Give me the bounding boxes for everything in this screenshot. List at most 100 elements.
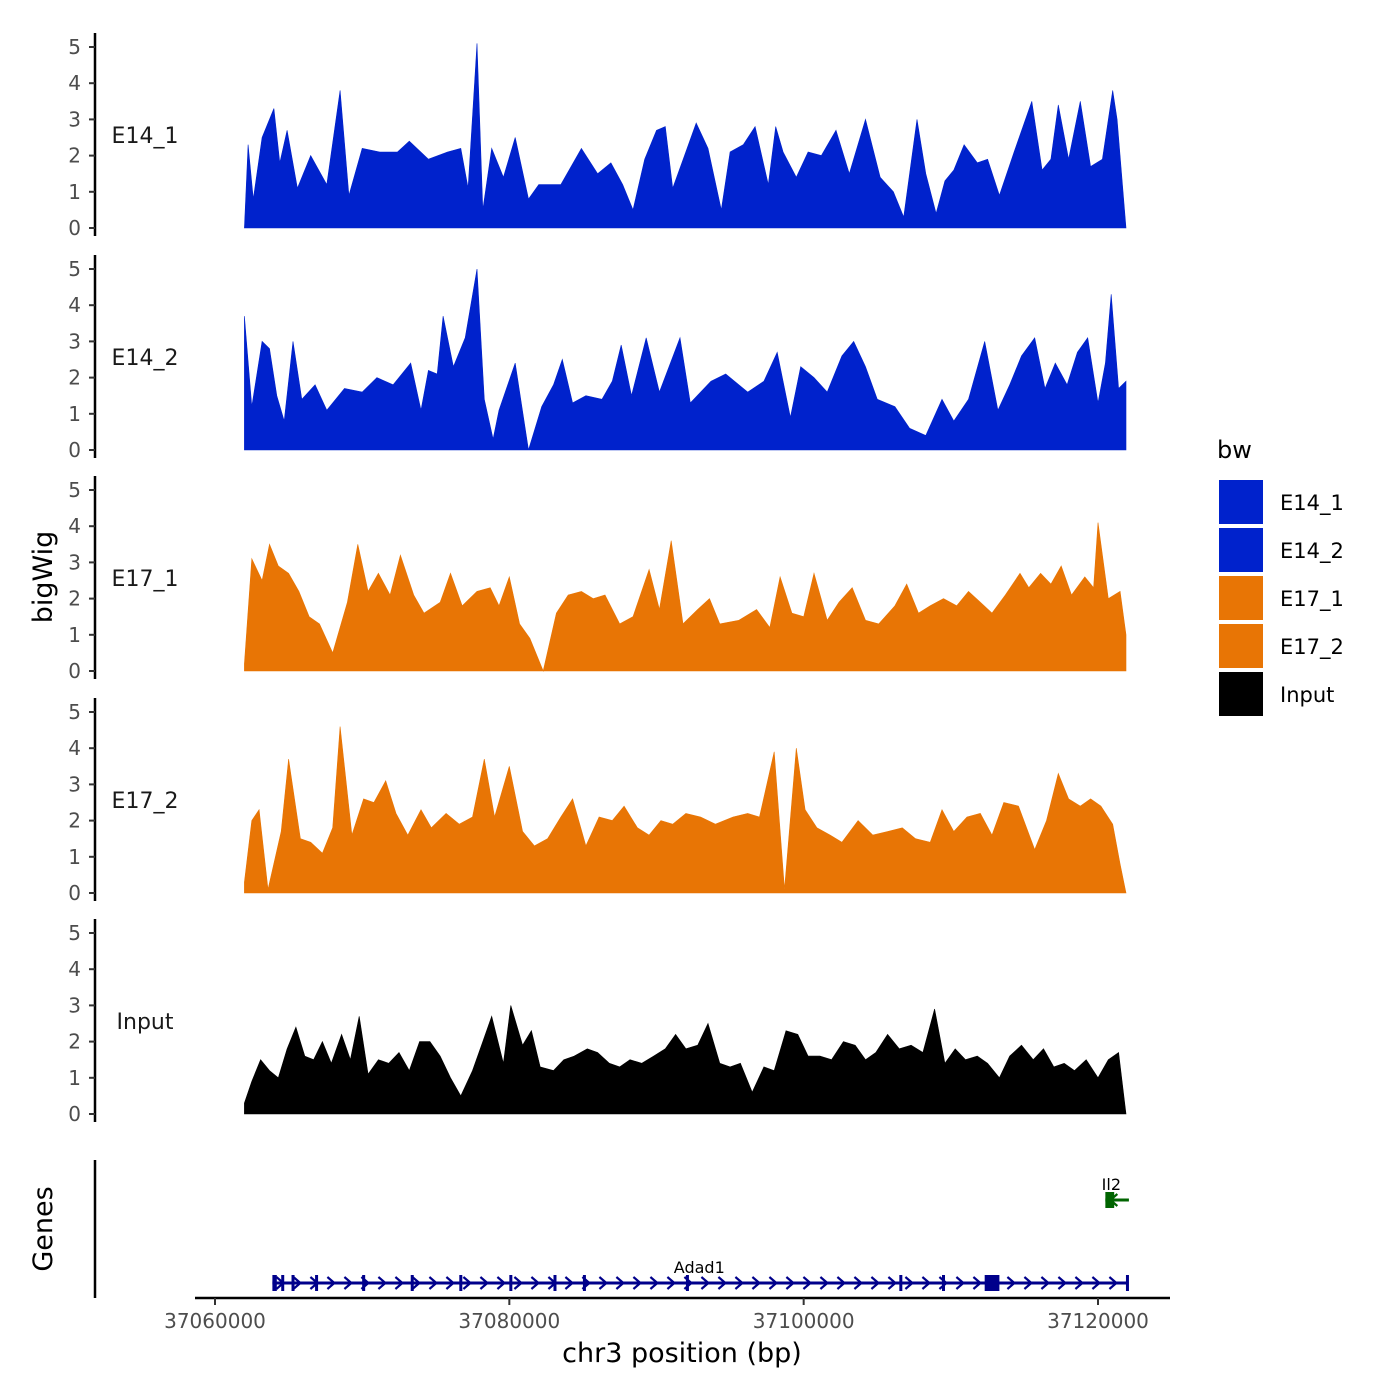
y-axis-title: bigWig <box>28 531 59 624</box>
strand-chevron <box>819 1276 830 1290</box>
gene-exon <box>272 1275 277 1291</box>
y-tick-label: 2 <box>68 144 81 168</box>
strand-chevron <box>1006 1276 1017 1290</box>
gene-label-Il2: Il2 <box>1102 1175 1121 1194</box>
legend-label-Input: Input <box>1280 683 1334 707</box>
y-tick-label: 1 <box>68 623 81 647</box>
y-tick-label: 3 <box>68 329 81 353</box>
strand-chevron <box>530 1276 541 1290</box>
coverage-area-Input <box>244 1005 1127 1115</box>
gene-Il2: Il2 <box>1102 1175 1129 1208</box>
track-E14_2: 0 1 2 3 4 5 E14_2 <box>68 255 1127 462</box>
legend-key-E14_1 <box>1219 480 1263 524</box>
y-tick-label: 3 <box>68 993 81 1017</box>
x-tick-label: 37120000 <box>1047 1309 1149 1333</box>
x-axis-title: chr3 position (bp) <box>562 1338 802 1369</box>
strand-chevron <box>598 1276 609 1290</box>
y-tick-label: 3 <box>68 107 81 131</box>
track-E17_1: 0 1 2 3 4 5 E17_1 <box>68 476 1127 683</box>
y-tick-label: 3 <box>68 550 81 574</box>
strand-chevron <box>479 1276 490 1290</box>
strand-chevron <box>411 1276 422 1290</box>
track-label-E14_2: E14_2 <box>112 346 179 371</box>
legend-key-Input <box>1219 672 1263 716</box>
y-tick-label: 4 <box>68 293 81 317</box>
track-Input: 0 1 2 3 4 5 Input <box>68 919 1127 1126</box>
strand-chevron <box>1057 1276 1068 1290</box>
coverage-tracks: 0 1 2 3 4 5 E14_1 0 1 2 3 4 5 E14_2 0 1 2 3 4 5 E17_1 0 1 2 3 4 5 E… <box>68 33 1127 1126</box>
coverage-area-E14_1 <box>244 43 1127 229</box>
gene-exon <box>509 1275 513 1291</box>
strand-chevron <box>751 1276 762 1290</box>
gene-label-Adad1: Adad1 <box>674 1258 725 1277</box>
legend-key-E17_2 <box>1219 624 1263 668</box>
y-tick-label: 1 <box>68 402 81 426</box>
strand-chevron <box>717 1276 728 1290</box>
y-tick-label: 4 <box>68 514 81 538</box>
strand-chevron <box>700 1276 711 1290</box>
gene-exon <box>315 1275 319 1291</box>
strand-chevron <box>326 1276 337 1290</box>
legend-label-E14_1: E14_1 <box>1280 491 1344 516</box>
gene-exon <box>553 1275 557 1291</box>
legend: bw E14_1 E14_2 E17_1 E17_2 Input <box>1217 436 1344 716</box>
legend-key-E17_1 <box>1219 576 1263 620</box>
strand-chevron <box>615 1276 626 1290</box>
strand-chevron <box>564 1276 575 1290</box>
strand-chevron <box>836 1276 847 1290</box>
strand-chevron <box>649 1276 660 1290</box>
y-tick-label: 5 <box>68 257 81 281</box>
y-tick-label: 0 <box>68 438 81 462</box>
strand-chevron <box>632 1276 643 1290</box>
legend-title: bw <box>1217 436 1252 464</box>
gene-exon <box>685 1275 689 1291</box>
strand-chevron <box>1074 1276 1085 1290</box>
track-E14_1: 0 1 2 3 4 5 E14_1 <box>68 33 1127 240</box>
gene-exon <box>281 1275 285 1291</box>
y-tick-label: 0 <box>68 881 81 905</box>
strand-chevron <box>1108 1276 1119 1290</box>
strand-chevron <box>1023 1276 1034 1290</box>
coverage-area-E14_2 <box>244 268 1127 451</box>
strand-chevron <box>1091 1276 1102 1290</box>
y-tick-label: 2 <box>68 809 81 833</box>
y-tick-label: 1 <box>68 180 81 204</box>
gene-exon <box>1125 1275 1129 1291</box>
y-tick-label: 0 <box>68 1102 81 1126</box>
gene-exon <box>942 1275 946 1291</box>
strand-chevron <box>1040 1276 1051 1290</box>
legend-label-E14_2: E14_2 <box>1280 539 1344 564</box>
y-tick-label: 5 <box>68 478 81 502</box>
y-tick-label: 2 <box>68 587 81 611</box>
gene-Adad1: Adad1 <box>272 1258 1129 1291</box>
coverage-area-E17_2 <box>244 726 1127 894</box>
strand-chevron <box>955 1276 966 1290</box>
gene-exon <box>984 1275 1000 1291</box>
strand-chevron <box>377 1276 388 1290</box>
strand-chevron <box>785 1276 796 1290</box>
track-label-E14_1: E14_1 <box>112 124 179 149</box>
y-tick-label: 0 <box>68 216 81 240</box>
strand-chevron <box>802 1276 813 1290</box>
y-tick-label: 1 <box>68 845 81 869</box>
strand-chevron <box>734 1276 745 1290</box>
strand-chevron <box>853 1276 864 1290</box>
y-tick-label: 2 <box>68 366 81 390</box>
y-tick-label: 5 <box>68 700 81 724</box>
gene-exon <box>291 1275 295 1291</box>
track-label-E17_1: E17_1 <box>112 567 179 592</box>
y-tick-label: 0 <box>68 659 81 683</box>
y-tick-label: 4 <box>68 736 81 760</box>
gene-exon <box>899 1275 903 1291</box>
strand-chevron <box>292 1276 303 1290</box>
gene-exon <box>1105 1192 1115 1208</box>
legend-key-E14_2 <box>1219 528 1263 572</box>
y-tick-label: 5 <box>68 35 81 59</box>
x-tick-label: 37100000 <box>753 1309 855 1333</box>
y-tick-label: 3 <box>68 772 81 796</box>
strand-chevron <box>445 1276 456 1290</box>
gene-annotation-track: Adad1 Il2 <box>93 1160 1129 1298</box>
strand-chevron <box>768 1276 779 1290</box>
coverage-area-E17_1 <box>244 522 1127 672</box>
